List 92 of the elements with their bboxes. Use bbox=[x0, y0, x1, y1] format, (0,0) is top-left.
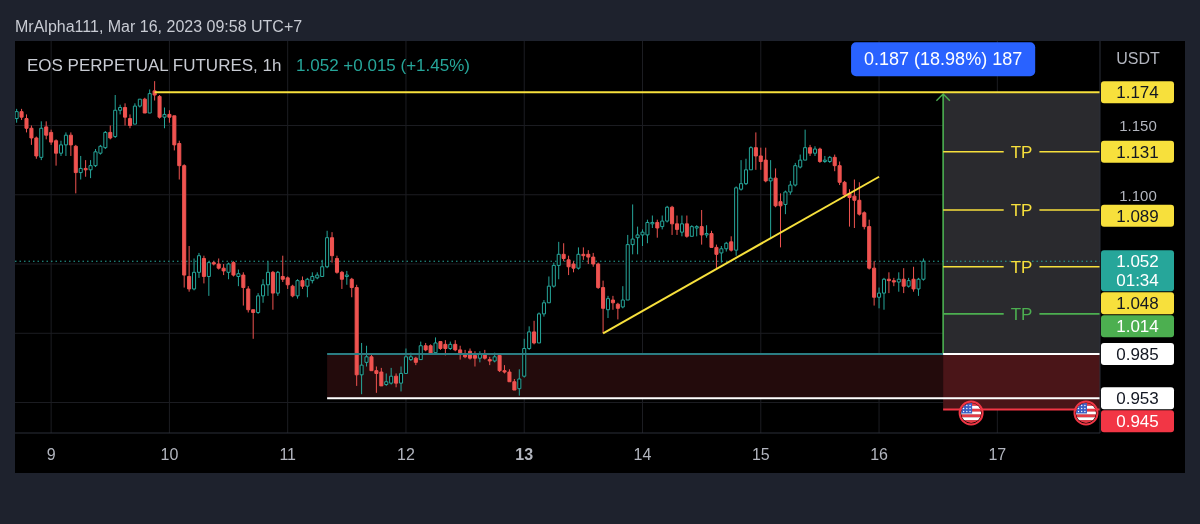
x-tick-label: 14 bbox=[633, 445, 652, 463]
candlestick bbox=[300, 275, 305, 290]
x-tick-label: 11 bbox=[279, 445, 297, 463]
candlestick bbox=[581, 246, 586, 261]
y-tick-label: 1.150 bbox=[1119, 116, 1157, 134]
candlestick bbox=[881, 277, 887, 311]
candlestick bbox=[610, 295, 615, 311]
candlestick bbox=[394, 372, 399, 388]
y-tick-label: 1.100 bbox=[1119, 186, 1157, 204]
data-label: 0.945 bbox=[1116, 412, 1159, 432]
data-label: 0.953 bbox=[1116, 389, 1159, 409]
candlestick bbox=[364, 345, 369, 368]
data-label: 0.985 bbox=[1116, 345, 1159, 365]
series-label: TP bbox=[1010, 200, 1033, 220]
candlestick bbox=[684, 215, 689, 239]
candlestick bbox=[241, 271, 246, 307]
data-label: 1.131 bbox=[1116, 142, 1159, 162]
candlestick bbox=[73, 144, 78, 194]
candlestick bbox=[236, 269, 241, 287]
candlestick bbox=[123, 102, 128, 126]
text: MrAlpha111, Mar 16, 2023 09:58 UTC+7 bbox=[15, 17, 303, 35]
candlestick bbox=[19, 108, 24, 121]
candlestick bbox=[231, 260, 236, 277]
ref-line-label: 1.052 01:34 bbox=[1116, 252, 1159, 291]
candlestick bbox=[911, 266, 916, 293]
candlestick bbox=[605, 295, 611, 319]
candlestick bbox=[344, 270, 349, 286]
data-label: 1.174 bbox=[1116, 83, 1159, 103]
candlestick bbox=[655, 219, 660, 239]
candlestick bbox=[108, 124, 113, 140]
candlestick bbox=[83, 159, 88, 178]
candlestick bbox=[679, 215, 684, 237]
candlestick bbox=[433, 336, 438, 355]
candlestick bbox=[694, 224, 699, 237]
candlestick bbox=[142, 97, 147, 114]
candlestick bbox=[763, 147, 768, 183]
candlestick bbox=[827, 155, 832, 164]
candlestick bbox=[330, 231, 335, 264]
x-tick-label: 16 bbox=[870, 445, 889, 463]
series-label: TP bbox=[1010, 142, 1033, 162]
candlestick bbox=[384, 372, 389, 387]
x-tick-label: 13 bbox=[515, 445, 534, 463]
text: 1.052 +0.015 (+1.45%) bbox=[296, 55, 470, 75]
candlestick bbox=[187, 245, 192, 293]
candlestick bbox=[295, 278, 300, 300]
annotation: 0.187 (18.98%) 187 bbox=[864, 49, 1023, 70]
candlestick bbox=[817, 147, 822, 164]
candlestick bbox=[472, 350, 477, 368]
candlestick bbox=[270, 270, 275, 311]
candlestick bbox=[157, 94, 162, 120]
series-label: TP bbox=[1010, 304, 1033, 324]
candlestick bbox=[901, 267, 906, 294]
data-label: 1.014 bbox=[1116, 317, 1159, 337]
candlestick bbox=[670, 205, 675, 236]
text: EOS PERPETUAL FUTURES, 1h bbox=[27, 55, 282, 75]
x-tick-label: 17 bbox=[988, 445, 1007, 463]
x-tick-label: 9 bbox=[46, 445, 56, 463]
x-tick-label: 15 bbox=[751, 445, 770, 463]
candlestick bbox=[359, 342, 364, 395]
candlestick bbox=[275, 270, 280, 297]
candlestick bbox=[201, 255, 206, 284]
x-tick-label: 10 bbox=[160, 445, 179, 463]
candlestick bbox=[768, 159, 773, 240]
candlestick bbox=[127, 113, 133, 129]
candlestick bbox=[63, 131, 68, 157]
candlestick bbox=[162, 106, 167, 129]
candlestick bbox=[78, 155, 83, 181]
data-label: 1.048 bbox=[1116, 294, 1159, 314]
series-label: TP bbox=[1010, 257, 1033, 277]
candlestick bbox=[532, 320, 537, 345]
candlestick bbox=[808, 144, 813, 157]
candlestick bbox=[147, 88, 152, 114]
candlestick bbox=[561, 242, 566, 262]
candlestick bbox=[492, 352, 497, 363]
candlestick bbox=[704, 224, 709, 239]
y-axis-title: USDT bbox=[1116, 49, 1160, 67]
candlestick bbox=[906, 277, 911, 289]
candlestick bbox=[448, 341, 453, 351]
candlestick bbox=[517, 368, 522, 397]
candlestick bbox=[615, 302, 620, 320]
candlestick bbox=[39, 120, 44, 161]
candlestick bbox=[68, 131, 73, 157]
candlestick bbox=[290, 284, 295, 298]
candlestick bbox=[413, 356, 418, 366]
candlestick bbox=[487, 356, 492, 366]
data-label: 1.089 bbox=[1116, 206, 1159, 226]
candlestick bbox=[812, 145, 818, 157]
candlestick bbox=[896, 271, 901, 293]
candlestick bbox=[113, 94, 118, 139]
candlestick bbox=[699, 209, 704, 246]
candlestick bbox=[729, 235, 734, 253]
x-tick-label: 12 bbox=[397, 445, 415, 463]
